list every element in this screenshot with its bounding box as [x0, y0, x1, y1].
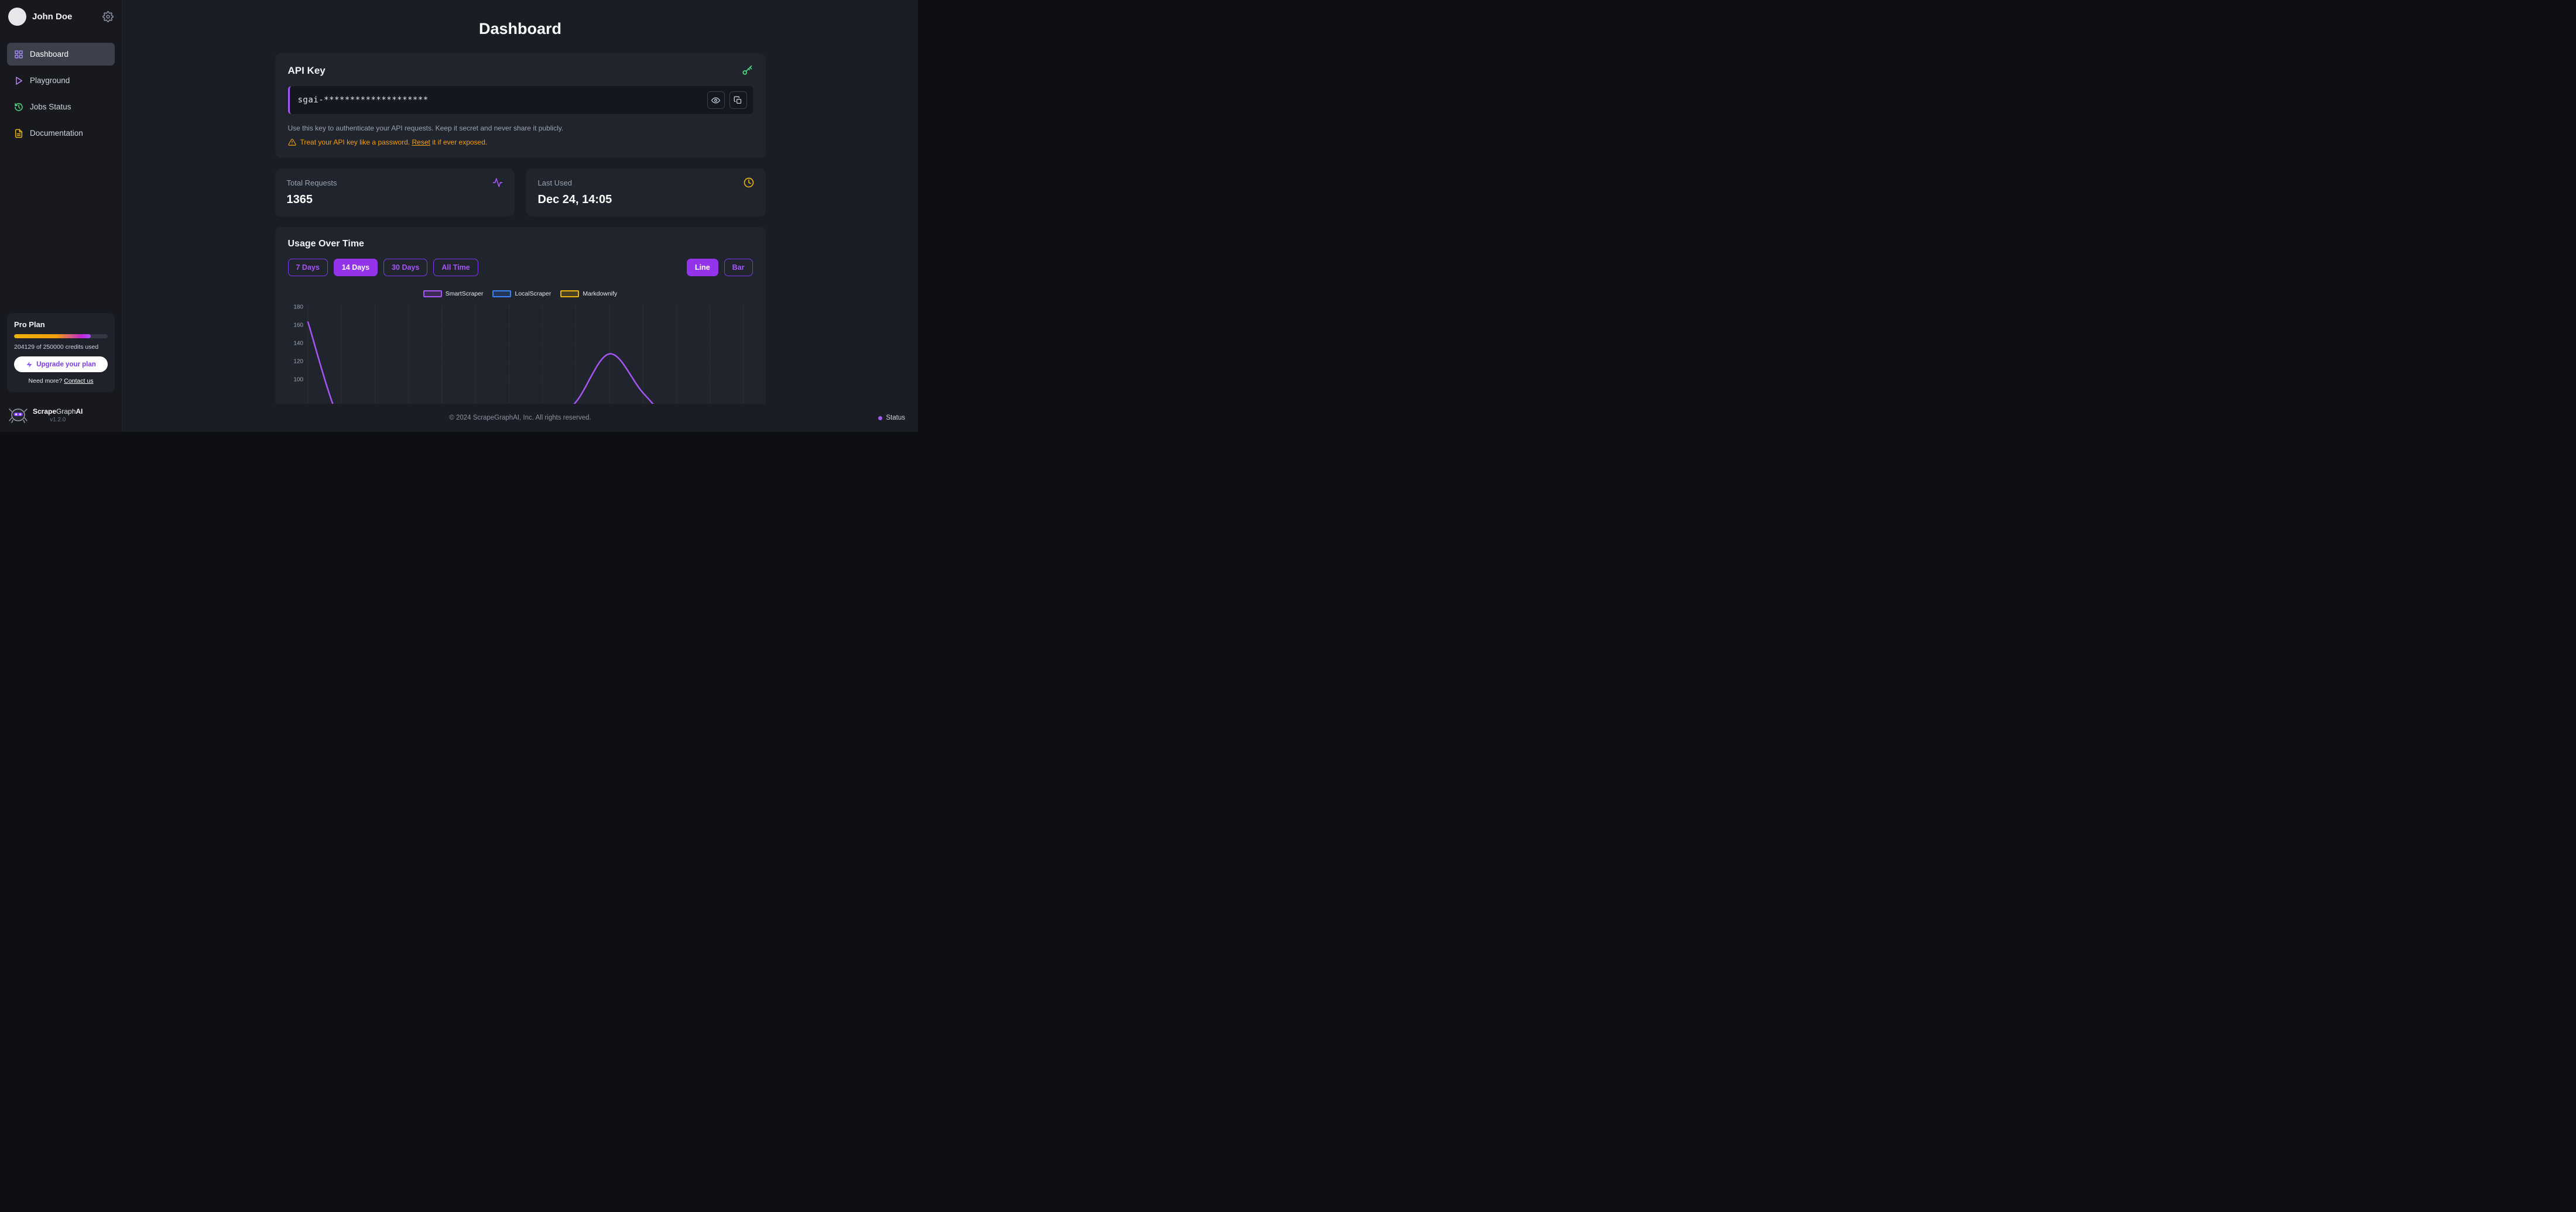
warning-icon	[287, 138, 296, 146]
sidebar-item-jobs-status[interactable]: Jobs Status	[7, 95, 115, 118]
legend-swatch	[560, 290, 580, 297]
brand-text: ScrapeGraphAI v1.2.0	[33, 407, 83, 423]
play-icon	[13, 76, 23, 85]
app-window: John Doe Dashboard Playground	[0, 0, 918, 432]
stats-row: Total Requests 1365 Last Used Dec 2	[275, 169, 766, 217]
main-footer: © 2024 ScrapeGraphAI, Inc. All rights re…	[122, 404, 918, 432]
status-indicator[interactable]: Status	[878, 414, 905, 421]
total-requests-value: 1365	[286, 193, 313, 206]
sidebar-user-section: John Doe	[0, 0, 122, 33]
usage-title: Usage Over Time	[287, 239, 364, 249]
contact-us-link[interactable]: Contact us	[64, 377, 94, 384]
api-key-masked-value: sgai-********************	[297, 95, 429, 105]
legend-label: LocalScraper	[515, 290, 551, 297]
api-key-help-text: Use this key to authenticate your API re…	[287, 124, 564, 132]
legend-item-markdownify[interactable]: Markdownify	[560, 290, 617, 297]
range-7-days-button[interactable]: 7 Days	[287, 259, 328, 276]
credits-usage-text: 204129 of 250000 credits used	[14, 344, 99, 351]
credits-progress-bar	[14, 334, 108, 338]
warning-suffix: it if ever exposed.	[432, 138, 488, 146]
key-icon	[741, 65, 753, 77]
sidebar-item-label: Dashboard	[30, 50, 69, 59]
sidebar-item-playground[interactable]: Playground	[7, 69, 115, 92]
content-column: API Key sgai-********************	[275, 53, 766, 432]
legend-item-smartscraper[interactable]: SmartScraper	[423, 290, 484, 297]
total-requests-card: Total Requests 1365	[275, 169, 515, 217]
clock-icon	[744, 177, 754, 188]
brand-graph: Graph	[56, 407, 76, 416]
sidebar-item-documentation[interactable]: Documentation	[7, 122, 115, 145]
upgrade-plan-label: Upgrade your plan	[36, 360, 96, 368]
plan-name: Pro Plan	[14, 320, 45, 329]
credits-progress-fill	[14, 334, 91, 338]
svg-text:140: 140	[293, 341, 303, 347]
svg-text:160: 160	[293, 322, 303, 329]
status-label: Status	[886, 414, 905, 421]
legend-swatch	[423, 290, 442, 297]
total-requests-label: Total Requests	[286, 178, 337, 187]
range-30-days-button[interactable]: 30 Days	[383, 259, 428, 276]
warning-text: Treat your API key like a password. Rese…	[300, 138, 488, 146]
scrapegraph-logo-icon	[8, 406, 28, 424]
usage-controls: 7 Days 14 Days 30 Days All Time Line Bar	[287, 259, 753, 276]
legend-item-localscraper[interactable]: LocalScraper	[492, 290, 551, 297]
grid-icon	[13, 50, 23, 59]
need-more-text: Need more? Contact us	[14, 377, 108, 384]
last-used-value: Dec 24, 14:05	[537, 193, 612, 206]
svg-text:120: 120	[293, 359, 303, 365]
reset-key-link[interactable]: Reset	[412, 138, 430, 146]
chart-type-button-group: Line Bar	[686, 259, 753, 276]
legend-label: Markdownify	[583, 290, 618, 297]
brand-footer: ScrapeGraphAI v1.2.0	[0, 399, 122, 432]
brand-name: ScrapeGraphAI	[33, 407, 83, 416]
copy-key-button[interactable]	[729, 91, 747, 109]
sidebar-item-label: Documentation	[30, 129, 83, 138]
copy-icon	[734, 96, 742, 105]
sidebar-nav: Dashboard Playground Jobs Status Documen…	[0, 43, 122, 145]
sidebar-item-label: Playground	[30, 76, 70, 85]
brand-version: v1.2.0	[50, 416, 66, 423]
chart-type-line-button[interactable]: Line	[686, 259, 718, 276]
range-button-group: 7 Days 14 Days 30 Days All Time	[287, 259, 478, 276]
legend-label: SmartScraper	[445, 290, 484, 297]
last-used-card: Last Used Dec 24, 14:05	[526, 169, 766, 217]
status-dot-icon	[878, 416, 883, 420]
api-key-card: API Key sgai-********************	[275, 53, 766, 158]
sidebar: John Doe Dashboard Playground	[0, 0, 122, 432]
main-area: Dashboard API Key sgai-*****************…	[122, 0, 918, 432]
api-key-field[interactable]: sgai-********************	[287, 86, 753, 114]
legend-swatch	[492, 290, 512, 297]
reveal-key-button[interactable]	[707, 91, 725, 109]
chart-type-bar-button[interactable]: Bar	[724, 259, 753, 276]
sidebar-item-label: Jobs Status	[30, 102, 71, 111]
api-key-title: API Key	[287, 65, 326, 76]
warning-prefix: Treat your API key like a password.	[300, 138, 410, 146]
avatar[interactable]	[8, 8, 26, 26]
plan-card: Pro Plan 204129 of 250000 credits used U…	[7, 313, 115, 392]
copyright-text: © 2024 ScrapeGraphAI, Inc. All rights re…	[449, 414, 591, 421]
svg-text:180: 180	[293, 304, 303, 311]
brand-scrape: Scrape	[33, 407, 57, 416]
last-used-label: Last Used	[537, 178, 573, 187]
usage-card: Usage Over Time 7 Days 14 Days 30 Days A…	[275, 227, 766, 432]
eye-icon	[711, 96, 720, 105]
activity-icon	[492, 177, 503, 188]
api-key-warning: Treat your API key like a password. Rese…	[287, 138, 753, 146]
page-title: Dashboard	[478, 20, 562, 37]
range-14-days-button[interactable]: 14 Days	[333, 259, 378, 276]
svg-text:100: 100	[293, 377, 303, 383]
chart-legend: SmartScraper LocalScraper Markdownify	[288, 290, 753, 297]
document-icon	[13, 129, 23, 138]
brand-ai: AI	[76, 407, 83, 416]
gear-icon[interactable]	[102, 11, 114, 22]
sidebar-item-dashboard[interactable]: Dashboard	[7, 43, 115, 66]
history-icon	[13, 102, 23, 112]
user-name: John Doe	[32, 12, 73, 22]
lightning-icon	[26, 361, 33, 368]
range-all-time-button[interactable]: All Time	[433, 259, 478, 276]
upgrade-plan-button[interactable]: Upgrade your plan	[14, 356, 108, 372]
need-more-prefix: Need more?	[28, 377, 63, 384]
